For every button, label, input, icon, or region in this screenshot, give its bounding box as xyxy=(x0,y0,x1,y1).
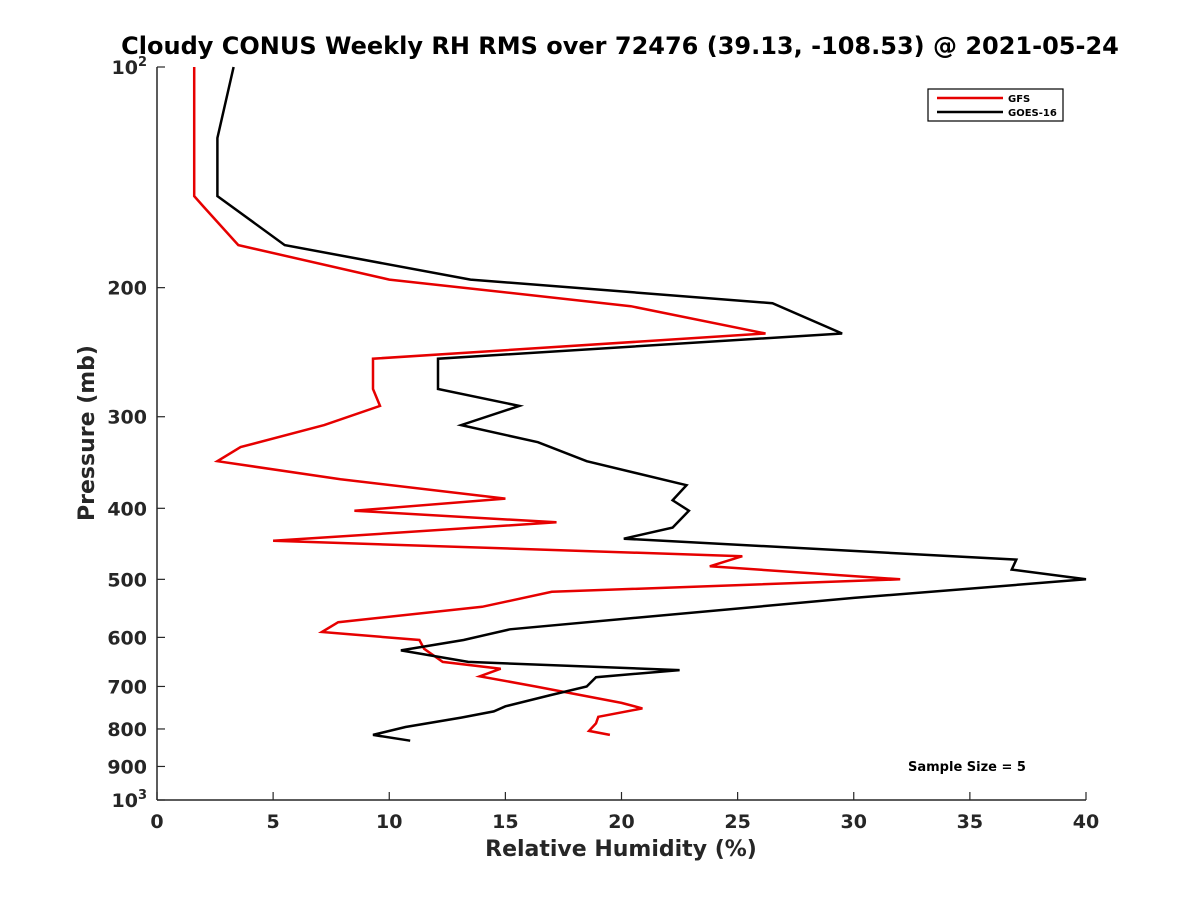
x-tick-label: 0 xyxy=(150,811,163,833)
series-line-gfs xyxy=(192,67,901,737)
x-tick-label: 15 xyxy=(492,811,518,833)
y-tick-label: 500 xyxy=(107,569,147,591)
chart-title: Cloudy CONUS Weekly RH RMS over 72476 (3… xyxy=(121,32,1119,60)
y-tick-label: 700 xyxy=(107,676,147,698)
legend-label: GFS xyxy=(1008,94,1030,105)
x-ticks: 0 5 10 15 20 25 30 35 40 xyxy=(150,792,1099,833)
y-tick-label: 103 xyxy=(112,788,148,812)
legend: GFS GOES-16 xyxy=(927,88,1064,122)
y-axis-label: Pressure (mb) xyxy=(75,345,100,521)
x-tick-label: 40 xyxy=(1073,811,1099,833)
plot-area xyxy=(157,67,1086,800)
legend-label: GOES-16 xyxy=(1008,108,1057,119)
y-ticks: 102 200 300 400 500 600 700 800 900 103 xyxy=(107,55,165,812)
y-tick-label: 400 xyxy=(107,498,147,520)
x-tick-label: 25 xyxy=(724,811,750,833)
sample-size-annotation: Sample Size = 5 xyxy=(908,760,1026,775)
x-tick-label: 35 xyxy=(957,811,983,833)
y-tick-label: 102 xyxy=(112,55,148,79)
y-tick-label: 200 xyxy=(107,278,147,300)
x-tick-label: 30 xyxy=(841,811,867,833)
legend-box xyxy=(927,88,1064,122)
y-tick-label: 300 xyxy=(107,407,147,429)
series-line-goes-16 xyxy=(216,66,1087,742)
y-tick-label: 600 xyxy=(107,627,147,649)
x-tick-label: 10 xyxy=(376,811,402,833)
x-tick-label: 20 xyxy=(608,811,634,833)
x-tick-label: 5 xyxy=(267,811,280,833)
y-tick-label: 800 xyxy=(107,719,147,741)
y-tick-label: 900 xyxy=(107,756,147,778)
series-layer xyxy=(192,66,1087,742)
x-axis-label: Relative Humidity (%) xyxy=(485,837,757,862)
